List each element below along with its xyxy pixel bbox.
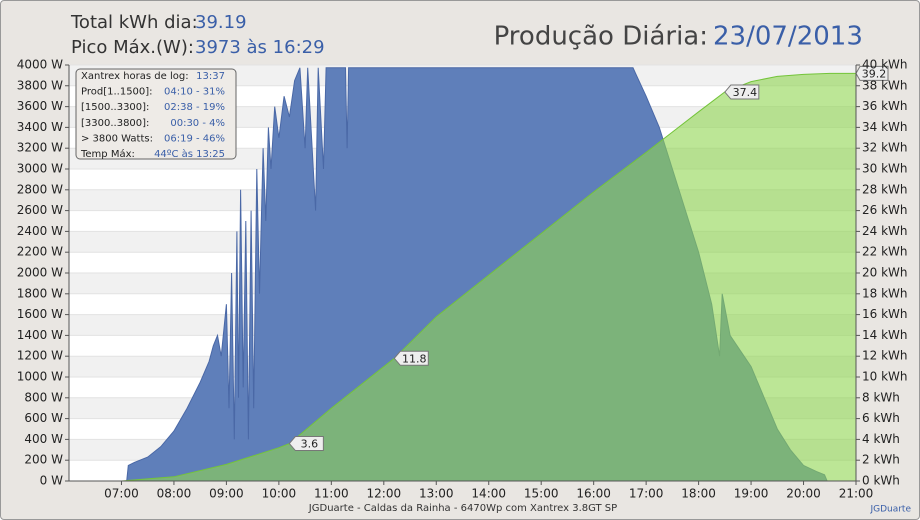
y-tick-label: 1400 W [17,328,63,342]
x-tick-label: 19:00 [734,487,769,501]
x-tick-label: 12:00 [367,487,402,501]
x-tick-label: 21:00 [839,487,874,501]
y2-tick-label: 10 kWh [862,370,908,384]
y-tick-label: 2000 W [17,266,63,280]
x-tick-label: 15:00 [524,487,559,501]
x-tick-label: 11:00 [314,487,349,501]
y2-tick-label: 12 kWh [862,349,908,363]
annotation-flag [724,84,760,100]
annotation-label: 11.8 [402,352,427,365]
y2-tick-label: 4 kWh [862,432,900,446]
info-value: 13:37 [196,71,225,82]
peak-value: 3973 às 16:29 [195,37,325,58]
annotation-label: 3.6 [301,438,319,451]
annotation-label: 37.4 [733,86,758,99]
y-tick-label: 800 W [24,390,63,404]
x-tick-label: 07:00 [104,487,139,501]
info-label: Temp Máx: [80,148,135,160]
info-value: 00:30 - 4% [170,118,225,129]
x-tick-label: 09:00 [209,487,244,501]
info-value: 44ºC às 13:25 [154,148,225,160]
info-label: [1500..3300]: [81,102,149,113]
y-tick-label: 1800 W [17,286,63,300]
y2-tick-label: 26 kWh [862,203,908,217]
footer-link[interactable]: JGDuarte [869,505,911,515]
y-tick-label: 1000 W [17,370,63,384]
y2-tick-label: 18 kWh [862,286,908,300]
y2-tick-label: 22 kWh [862,245,908,259]
y2-tick-label: 40 kWh [862,58,908,72]
annotation-flag [855,65,889,81]
y-tick-label: 0 W [40,474,63,488]
info-label: [3300..3800]: [81,118,149,129]
y2-tick-label: 34 kWh [862,120,908,134]
y-tick-label: 2600 W [17,203,63,217]
y-tick-label: 3800 W [17,78,63,92]
x-tick-label: 18:00 [681,487,716,501]
info-label: Prod[1..1500]: [81,87,153,98]
y2-tick-label: 0 kWh [862,474,900,488]
y-tick-label: 3000 W [17,162,63,176]
chart-title: Produção Diária: [494,22,708,52]
y-tick-label: 3200 W [17,141,63,155]
y-tick-label: 3400 W [17,120,63,134]
y-tick-label: 2200 W [17,245,63,259]
annotation-flag [288,436,324,452]
annotation-label: 39.2 [862,67,887,80]
x-tick-label: 10:00 [262,487,297,501]
y2-tick-label: 38 kWh [862,78,908,92]
chart-date: 23/07/2013 [713,22,863,52]
info-box-frame [75,68,237,160]
y-tick-label: 200 W [24,453,63,467]
peak-label: Pico Máx.(W): [71,37,194,58]
x-tick-label: 13:00 [419,487,454,501]
y-tick-label: 1200 W [17,349,63,363]
x-tick-label: 17:00 [629,487,664,501]
y-tick-label: 4000 W [17,58,63,72]
footer: JGDuarte - Caldas da Rainha - 6470Wp com… [308,503,617,514]
info-value: 02:38 - 19% [164,102,225,113]
y2-tick-label: 28 kWh [862,182,908,196]
y2-tick-label: 32 kWh [862,141,908,155]
y2-tick-label: 30 kWh [862,162,908,176]
y2-tick-label: 24 kWh [862,224,908,238]
x-tick-label: 20:00 [786,487,821,501]
info-value: 06:19 - 46% [164,133,225,144]
info-value: 04:10 - 31% [164,87,225,98]
y-tick-label: 3600 W [17,99,63,113]
series-area [69,73,856,482]
info-box: Xantrex horas de log: 13:37 Prod[1..1500]:… [75,68,237,160]
annotation-flag [393,350,429,366]
y-tick-label: 2400 W [17,224,63,238]
y2-tick-label: 20 kWh [862,266,908,280]
y-tick-label: 1600 W [17,307,63,321]
y2-tick-label: 2 kWh [862,453,900,467]
total-value: 39.19 [195,12,247,33]
series-line [69,72,856,482]
y2-tick-label: 16 kWh [862,307,908,321]
info-label: Xantrex horas de log: [81,71,189,82]
marks: 3.6 11.8 37.4 39.2 [69,65,889,482]
total-label: Total kWh dia: [70,12,198,33]
x-tick-label: 08:00 [157,487,192,501]
y-tick-label: 2800 W [17,182,63,196]
y2-tick-label: 14 kWh [862,328,908,342]
axes: 0 W 200 W 400 W 600 W 800 W 1000 W 1200 W 1400 … [17,58,908,501]
y2-tick-label: 36 kWh [862,99,908,113]
y2-tick-label: 8 kWh [862,390,900,404]
x-tick-label: 14:00 [471,487,506,501]
y-tick-label: 400 W [24,432,63,446]
x-tick-label: 16:00 [576,487,611,501]
info-label: > 3800 Watts: [81,133,153,144]
y-tick-label: 600 W [24,411,63,425]
y2-tick-label: 6 kWh [862,411,900,425]
